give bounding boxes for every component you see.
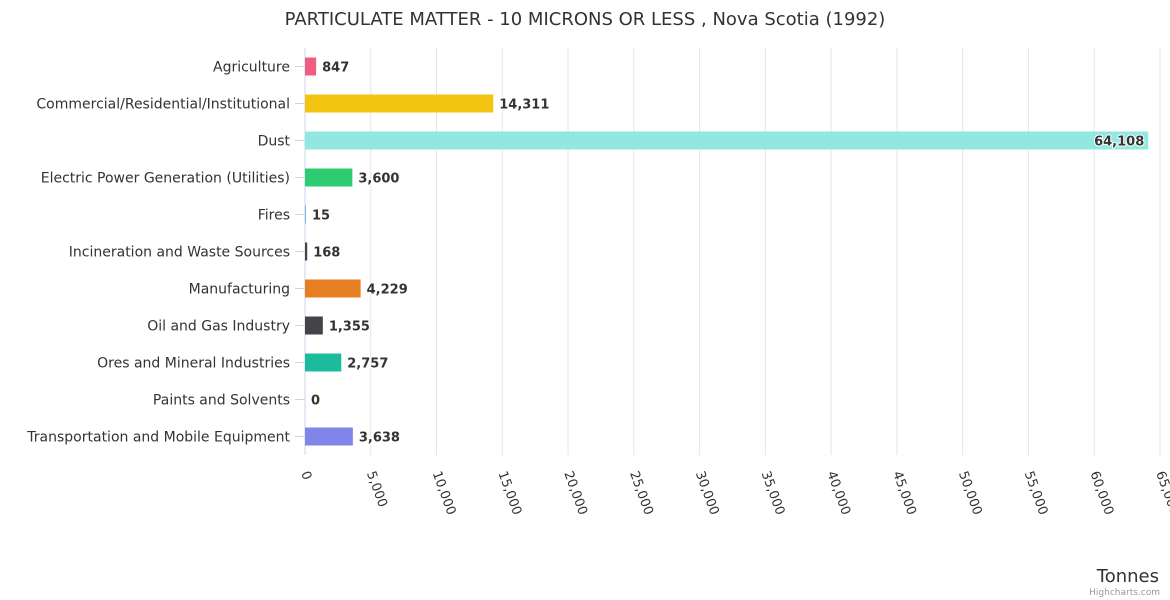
chart-title: PARTICULATE MATTER - 10 MICRONS OR LESS … [285,9,886,30]
category-label: Fires [258,208,290,224]
data-label: 15 [312,209,330,224]
bar[interactable] [305,131,1149,150]
data-label: 4,229 [367,283,408,298]
data-label: 847 [322,61,349,76]
data-label: 3,600 [358,172,399,187]
data-label: 168 [313,246,340,261]
bar[interactable] [305,427,353,446]
data-label: 0 [311,394,320,409]
bar[interactable] [305,353,342,372]
category-label: Commercial/Residential/Institutional [36,97,290,113]
category-label: Transportation and Mobile Equipment [26,430,290,446]
bar[interactable] [305,57,317,76]
category-label: Electric Power Generation (Utilities) [41,171,290,187]
bar[interactable] [305,205,306,224]
bar[interactable] [305,168,353,187]
data-label: 2,757 [347,357,388,372]
data-labels: 847 14,311 64,108 3,600 15 168 4,229 1,355 2,757… [310,60,1145,447]
category-label: Manufacturing [189,282,290,298]
category-label: Paints and Solvents [153,393,290,409]
data-label: 3,638 [359,431,400,446]
x-axis-title: Tonnes [1096,566,1159,587]
category-label: Incineration and Waste Sources [69,245,290,261]
bars [305,57,1149,446]
category-label: Agriculture [213,60,290,76]
bar[interactable] [305,94,494,113]
credits-link[interactable]: Highcharts.com [1089,588,1160,598]
data-label: 1,355 [329,320,370,335]
bar[interactable] [305,279,361,298]
bar[interactable] [305,242,308,261]
bar[interactable] [305,316,323,335]
data-label: 14,311 [499,98,549,113]
category-label: Oil and Gas Industry [147,319,290,335]
category-label: Ores and Mineral Industries [97,356,290,372]
category-label: Dust [258,134,291,150]
category-labels: Agriculture Commercial/Residential/Instit… [26,60,290,446]
data-label: 64,108 [1094,135,1144,150]
